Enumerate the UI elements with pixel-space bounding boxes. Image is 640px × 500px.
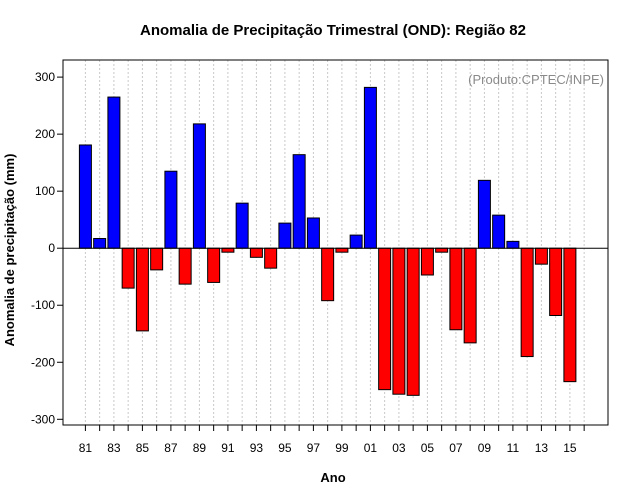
bar-07 bbox=[449, 247, 463, 331]
bar-04 bbox=[406, 247, 420, 396]
bar-06 bbox=[435, 247, 449, 253]
bar-02 bbox=[378, 247, 392, 391]
bar-96 bbox=[292, 154, 306, 249]
bar-89 bbox=[192, 123, 206, 249]
bar-97 bbox=[306, 217, 320, 249]
source-annotation: (Produto:CPTEC/INPE) bbox=[468, 72, 604, 87]
y-tick-label: -300 bbox=[31, 412, 55, 426]
x-tick-label: 07 bbox=[449, 441, 463, 455]
bar-09 bbox=[477, 179, 491, 249]
bar-01 bbox=[363, 86, 377, 249]
bar-81 bbox=[78, 144, 92, 249]
x-tick-label: 89 bbox=[193, 441, 207, 455]
bar-84 bbox=[121, 247, 135, 289]
bar-93 bbox=[249, 247, 263, 258]
y-tick-label: 100 bbox=[35, 184, 55, 198]
x-tick-label: 83 bbox=[107, 441, 121, 455]
bar-94 bbox=[264, 247, 278, 269]
x-tick-label: 99 bbox=[335, 441, 349, 455]
bar-13 bbox=[534, 247, 548, 265]
y-axis: 300 200 100 0 -100 -200 -300 bbox=[31, 70, 63, 426]
bars bbox=[78, 86, 577, 396]
bar-12 bbox=[520, 247, 534, 358]
bar-11 bbox=[506, 240, 520, 249]
bar-83 bbox=[107, 96, 121, 249]
chart-title: Anomalia de Precipitação Trimestral (OND… bbox=[140, 22, 526, 39]
x-tick-label: 95 bbox=[278, 441, 292, 455]
x-tick-label: 05 bbox=[421, 441, 435, 455]
x-axis-label: Ano bbox=[320, 470, 345, 485]
y-axis-label: Anomalia de precipitação (mm) bbox=[2, 154, 17, 347]
bar-99 bbox=[335, 247, 349, 253]
bar-88 bbox=[178, 247, 192, 285]
plot-frame bbox=[62, 59, 609, 426]
bar-00 bbox=[349, 234, 363, 249]
x-tick-label: 87 bbox=[164, 441, 178, 455]
x-tick-label: 01 bbox=[364, 441, 378, 455]
bar-95 bbox=[278, 222, 292, 249]
bar-85 bbox=[135, 247, 149, 332]
bar-92 bbox=[235, 202, 249, 249]
bar-03 bbox=[392, 247, 406, 395]
bar-15 bbox=[563, 247, 577, 383]
y-tick-label: -200 bbox=[31, 355, 55, 369]
bar-08 bbox=[463, 247, 477, 344]
y-tick-label: 0 bbox=[48, 241, 55, 255]
x-tick-label: 15 bbox=[563, 441, 577, 455]
x-tick-label: 11 bbox=[507, 441, 520, 455]
y-tick-label: 200 bbox=[35, 127, 55, 141]
x-tick-label: 81 bbox=[79, 441, 93, 455]
x-tick-label: 91 bbox=[221, 441, 235, 455]
x-tick-label: 85 bbox=[136, 441, 150, 455]
bar-82 bbox=[93, 238, 107, 249]
x-tick-label: 13 bbox=[535, 441, 549, 455]
bar-98 bbox=[321, 247, 335, 302]
x-tick-label: 93 bbox=[250, 441, 264, 455]
x-tick-label: 03 bbox=[392, 441, 406, 455]
bar-90 bbox=[207, 247, 221, 283]
bar-87 bbox=[164, 170, 178, 249]
bar-10 bbox=[492, 214, 506, 249]
bar-86 bbox=[150, 247, 164, 271]
x-tick-label: 09 bbox=[478, 441, 492, 455]
y-tick-label: 300 bbox=[35, 70, 55, 84]
bar-91 bbox=[221, 247, 235, 253]
bar-05 bbox=[420, 247, 434, 276]
x-tick-label: 97 bbox=[307, 441, 321, 455]
y-tick-label: -100 bbox=[31, 298, 55, 312]
x-axis: 81 83 85 87 89 91 93 95 97 99 01 03 05 07 09 11 13 15 bbox=[79, 425, 585, 455]
bar-14 bbox=[549, 247, 563, 316]
